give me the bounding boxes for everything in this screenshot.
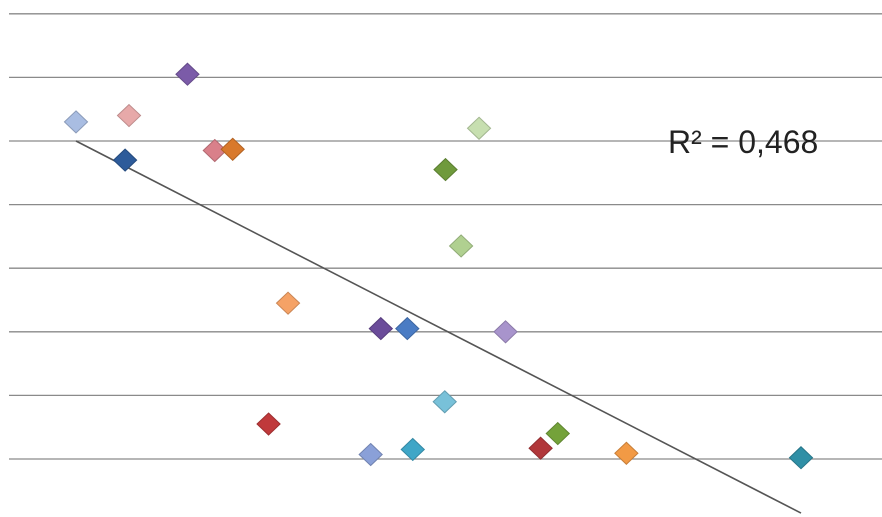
data-point-8 <box>368 316 394 341</box>
data-point-17 <box>528 436 553 460</box>
data-point-13 <box>433 157 458 182</box>
data-point-5 <box>220 137 245 161</box>
data-point-10 <box>358 442 383 467</box>
data-point-18 <box>545 421 571 446</box>
data-point-1 <box>116 103 142 128</box>
data-point-19 <box>614 441 639 465</box>
data-point-12 <box>432 390 458 414</box>
data-point-11 <box>400 437 426 462</box>
trendline-layer <box>75 140 802 514</box>
gridlines <box>9 13 882 460</box>
data-points <box>63 62 814 470</box>
data-point-20 <box>788 446 814 470</box>
data-point-15 <box>466 116 492 140</box>
data-point-4 <box>202 138 228 163</box>
data-point-14 <box>448 234 474 258</box>
data-point-0 <box>63 110 89 134</box>
trendline <box>75 140 802 514</box>
data-point-2 <box>112 148 138 172</box>
data-point-9 <box>395 316 420 341</box>
data-point-3 <box>175 62 200 86</box>
data-point-16 <box>493 320 518 344</box>
data-point-6 <box>275 291 301 315</box>
data-point-7 <box>256 412 281 436</box>
r-squared-label: R² = 0,468 <box>668 124 818 160</box>
